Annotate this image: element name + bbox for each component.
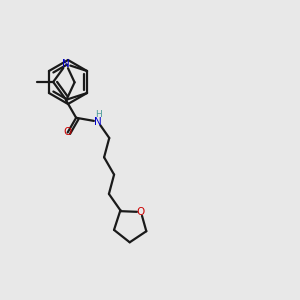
Text: H: H: [95, 110, 102, 119]
Text: N: N: [94, 117, 102, 127]
Text: O: O: [137, 207, 145, 217]
Text: O: O: [64, 128, 72, 137]
Text: N: N: [62, 59, 70, 69]
